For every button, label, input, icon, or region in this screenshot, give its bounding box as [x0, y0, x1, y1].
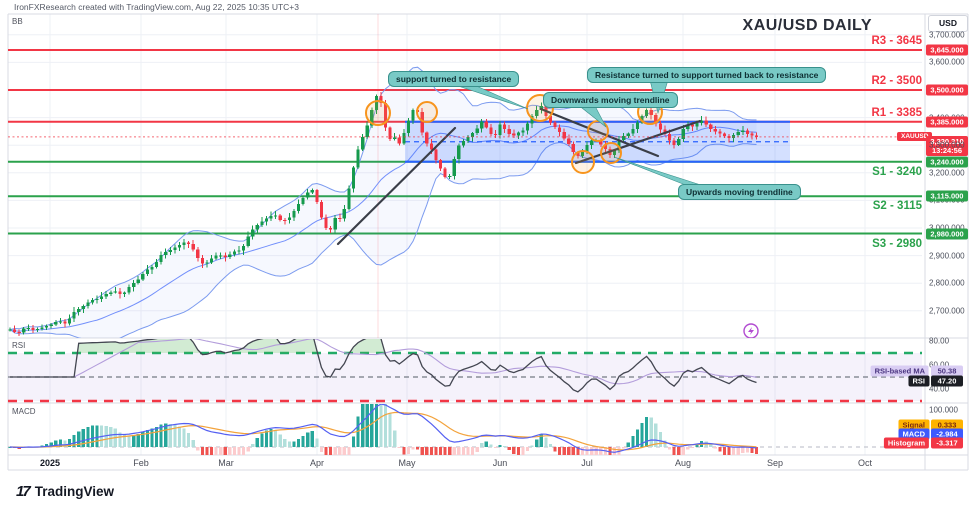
symbol-title: XAU/USD DAILY	[742, 17, 872, 34]
price-axis-tick: 3,700.000	[929, 30, 965, 40]
time-axis-sep[interactable]: Sep	[766, 458, 784, 468]
macd-signal-label-chip: Signal	[898, 419, 929, 431]
time-axis-apr[interactable]: Apr	[309, 458, 325, 468]
last-price-badge: 3,330.310 13:24:56	[926, 135, 968, 156]
level-label-s3: S3 - 2980	[872, 237, 922, 250]
rsi-value-chip: 47.20	[931, 375, 963, 387]
tradingview-logo-mark-icon: 17	[16, 483, 31, 500]
price-axis-tick: 3,200.000	[929, 168, 965, 178]
bollinger-basis[interactable]	[9, 125, 757, 332]
price-axis-badge-r1: 3,385.000	[926, 116, 968, 128]
downwards-trendline	[539, 107, 660, 158]
time-axis-jul[interactable]: Jul	[581, 458, 593, 468]
symbol-price-line-chip: XAUUSD	[897, 131, 933, 141]
rsi-indicator-label[interactable]: RSI	[12, 341, 26, 350]
time-axis-feb[interactable]: Feb	[133, 458, 149, 468]
time-axis-aug[interactable]: Aug	[674, 458, 692, 468]
level-label-s2: S2 - 3115	[872, 200, 922, 213]
bar-countdown: 13:24:56	[931, 145, 963, 155]
rsi-ma-label-chip: RSI-based MA	[870, 365, 929, 377]
price-axis-tick: 2,700.000	[929, 306, 965, 316]
rsi-overbought-fill	[10, 339, 757, 353]
rsi-value-label-chip: RSI	[908, 375, 929, 387]
last-price-value: 3,330.310	[930, 136, 964, 146]
rsi-tick-60: 60.00	[929, 361, 949, 370]
attribution-text: IronFXResearch created with TradingView.…	[14, 2, 299, 12]
time-axis-oct[interactable]: Oct	[857, 458, 873, 468]
price-axis-badge-s3: 2,980.000	[926, 228, 968, 240]
macd-signal-value-chip: 0.333	[931, 419, 963, 431]
price-axis-badge-r3: 3,645.000	[926, 44, 968, 56]
price-axis-badge-s1: 3,240.000	[926, 156, 968, 168]
event-lightning-icon[interactable]	[743, 323, 759, 338]
price-axis-tick: 3,600.000	[929, 57, 965, 67]
time-axis-2025[interactable]: 2025	[39, 458, 61, 468]
time-axis-mar[interactable]: Mar	[218, 458, 234, 468]
price-axis-tick: 2,900.000	[929, 251, 965, 261]
macd-hist-label-chip: Histogram	[883, 437, 929, 449]
level-label-r2: R2 - 3500	[871, 75, 922, 87]
level-label-s1: S1 - 3240	[872, 165, 922, 178]
callout-support-resistance[interactable]: support turned to resistance	[388, 71, 520, 87]
macd-signal-line[interactable]	[10, 411, 757, 451]
macd-histogram	[8, 404, 759, 455]
macd-indicator-label[interactable]: MACD	[12, 407, 36, 416]
macd-line[interactable]	[9, 404, 757, 453]
macd-tick-100: 100.000	[929, 405, 958, 415]
rsi-tick-40: 40.00	[929, 384, 950, 394]
macd-value-label-chip: MACD	[898, 428, 929, 440]
callout-resistance-support[interactable]: Resistance turned to support turned back…	[587, 67, 827, 83]
price-axis-tick: 2,800.000	[929, 278, 965, 288]
upwards-trendline-1	[336, 126, 457, 246]
currency-unit-button[interactable]: USD	[928, 15, 968, 32]
macd-hist-value-chip: -3.317	[931, 437, 963, 449]
callout-tails	[451, 79, 705, 187]
price-axis-badge-r2: 3,500.000	[926, 84, 968, 96]
bb-indicator-label[interactable]: BB	[12, 17, 23, 26]
rsi-line[interactable]	[10, 333, 757, 393]
time-axis-may[interactable]: May	[398, 458, 416, 468]
rsi-ma-line[interactable]	[10, 339, 757, 385]
price-axis-badge-s2: 3,115.000	[926, 190, 968, 202]
level-label-r3: R3 - 3645	[871, 34, 922, 47]
candlestick-series	[8, 92, 759, 336]
rsi-ma-value-chip: 50.38	[931, 365, 963, 377]
level-label-r1: R1 - 3385	[871, 106, 922, 119]
upwards-trendline-2	[574, 119, 702, 165]
price-axis-tick: 3,000.000	[929, 224, 965, 233]
price-axis-tick: 3,300.000	[929, 140, 965, 150]
time-axis-jun[interactable]: Jun	[492, 458, 508, 468]
trendlines[interactable]	[336, 107, 702, 246]
tradingview-logo[interactable]: 17 TradingView	[16, 483, 114, 500]
callout-upwards-trendline[interactable]: Upwards moving trendline	[678, 184, 801, 200]
macd-value-chip: -2.984	[931, 428, 963, 440]
callout-downwards-trendline[interactable]: Downwards moving trendline	[543, 92, 678, 108]
bollinger-fill	[10, 67, 757, 338]
bollinger-upper-band[interactable]	[9, 66, 757, 331]
rsi-band-fill	[8, 353, 922, 401]
tradingview-logo-text: TradingView	[34, 484, 114, 499]
rsi-tick-80: 80.00	[929, 336, 950, 346]
